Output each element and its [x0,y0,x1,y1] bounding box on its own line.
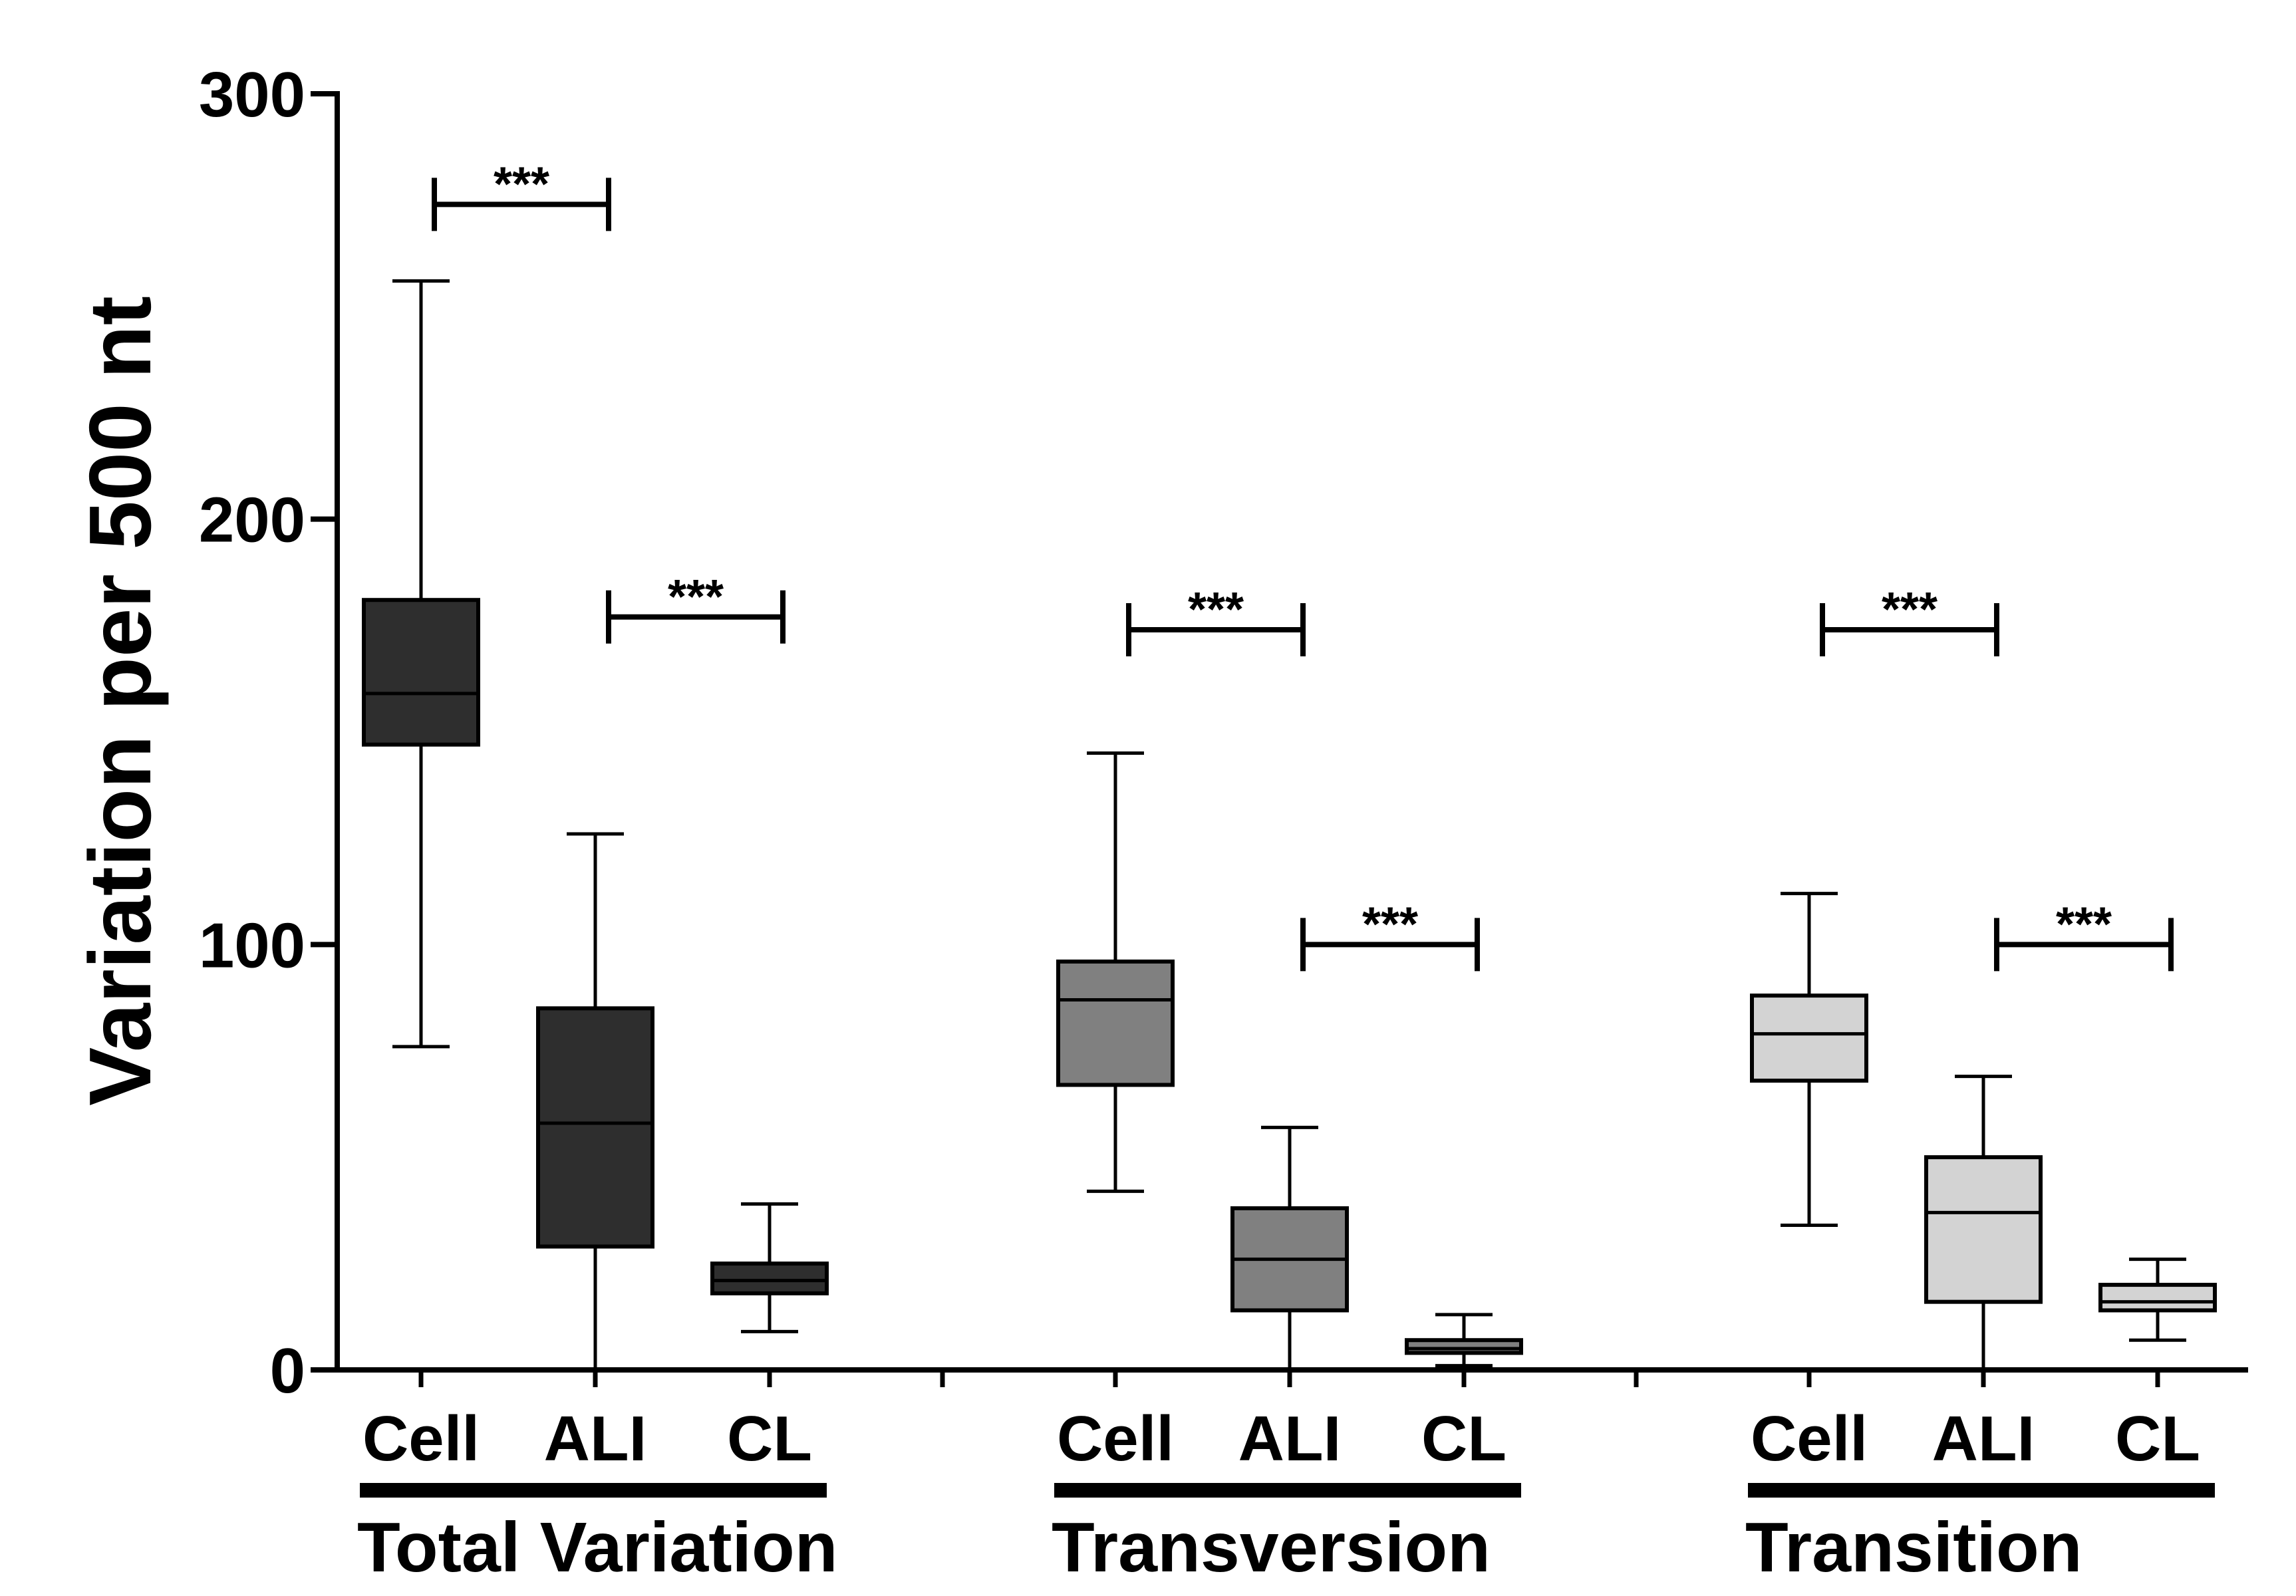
significance-label: *** [2056,898,2112,951]
significance-label: *** [668,571,724,624]
x-tick-label: Cell [1057,1403,1174,1474]
significance-label: *** [1188,583,1244,636]
group-label: Transition [1745,1508,2082,1587]
box-ali [536,1006,654,1249]
labels-layer: Cell ALI CL Total Variation Cell ALI CL Transve… [357,1403,2215,1587]
x-tick-label: CL [2115,1403,2200,1474]
box-cl [1405,1338,1523,1355]
x-tick-label: Cell [362,1403,480,1474]
x-tick-label: Cell [1751,1403,1868,1474]
x-tick-label: ALI [1932,1403,2035,1474]
significance-label: *** [1362,898,1418,951]
box-cell [362,598,480,747]
y-tick-label: 100 [199,910,305,981]
box-cl [2098,1283,2217,1313]
box-cl [710,1262,829,1295]
y-tick-label: 0 [270,1335,305,1406]
box-cell [1750,994,1868,1083]
y-tick-label: 300 [199,59,305,130]
box-cell [1056,959,1175,1087]
x-tick-label: ALI [544,1403,647,1474]
axes-layer: 0 100 200 300 [199,59,2248,1406]
significance-label: *** [494,158,549,211]
significance-label: *** [1882,583,1937,636]
significance-layer: *** *** *** *** *** *** [432,158,2174,972]
boxes-layer [362,279,2217,1370]
x-tick-label: CL [1421,1403,1507,1474]
box-ali [1924,1155,2043,1304]
group-label: Total Variation [357,1508,838,1587]
y-axis-label: Variation per 500 nt [71,296,169,1106]
group-label: Transversion [1052,1508,1491,1587]
x-tick-label: ALI [1238,1403,1342,1474]
x-tick-label: CL [727,1403,812,1474]
y-tick-label: 200 [199,485,305,556]
